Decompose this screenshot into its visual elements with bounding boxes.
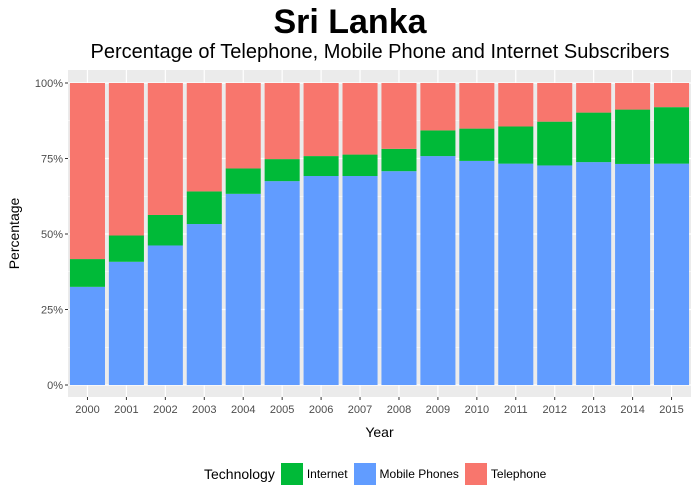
x-tick-label: 2014 [620, 404, 644, 416]
bar-internet-2000 [69, 259, 105, 287]
bar-internet-2003 [186, 191, 222, 225]
bar-mobile-phones-2001 [108, 261, 144, 385]
legend: Technology Internet Mobile Phones Teleph… [204, 461, 552, 487]
x-tick-label: 2011 [504, 404, 528, 416]
bar-mobile-phones-2006 [303, 176, 339, 385]
bar-telephone-2004 [225, 83, 261, 169]
legend-title: Technology [204, 466, 275, 482]
x-tick-label: 2015 [659, 404, 683, 416]
bar-mobile-phones-2014 [615, 163, 651, 385]
x-tick-label: 2010 [465, 404, 489, 416]
bar-telephone-2013 [576, 83, 612, 113]
bar-internet-2007 [342, 154, 378, 177]
x-tick-label: 2004 [231, 404, 255, 416]
legend-item-telephone: Telephone [464, 463, 547, 485]
y-axis-title: Percentage [6, 197, 22, 269]
bar-mobile-phones-2012 [537, 165, 573, 385]
bar-mobile-phones-2011 [498, 163, 534, 385]
bar-telephone-2006 [303, 83, 339, 157]
bar-mobile-phones-2013 [576, 162, 612, 385]
bar-internet-2015 [654, 107, 690, 164]
bar-telephone-2011 [498, 83, 534, 127]
bar-telephone-2002 [147, 83, 183, 215]
bar-telephone-2015 [654, 83, 690, 108]
stacked-bar-chart: 0% 25% 50% 75% 100% 2000 2001 2002 2003 2004 2005 2… [6, 70, 691, 440]
bar-internet-2001 [108, 235, 144, 262]
legend-item-internet: Internet [280, 463, 348, 485]
bar-mobile-phones-2004 [225, 193, 261, 385]
legend-swatch-internet [280, 463, 303, 485]
x-tick-label: 2005 [270, 404, 294, 416]
bar-telephone-2012 [537, 83, 573, 122]
x-tick-label: 2008 [387, 404, 411, 416]
bar-mobile-phones-2003 [186, 224, 222, 385]
legend-label-telephone: Telephone [490, 467, 547, 481]
y-tick-label: 25% [41, 305, 63, 317]
legend-label-internet: Internet [306, 467, 348, 481]
bar-telephone-2001 [108, 83, 144, 236]
legend-swatch-telephone [464, 463, 487, 485]
bar-telephone-2003 [186, 83, 222, 192]
bar-internet-2006 [303, 156, 339, 177]
legend-item-mobile-phones: Mobile Phones [353, 463, 459, 485]
y-tick-label: 50% [41, 229, 63, 241]
chart-subtitle: Percentage of Telephone, Mobile Phone an… [90, 41, 670, 63]
bar-internet-2005 [264, 159, 300, 182]
y-tick-label: 0% [47, 380, 63, 392]
x-tick-label: 2012 [542, 404, 566, 416]
x-tick-label: 2009 [426, 404, 450, 416]
bar-internet-2011 [498, 126, 534, 164]
legend-label-mobile-phones: Mobile Phones [379, 467, 459, 481]
x-tick-label: 2006 [309, 404, 333, 416]
bar-internet-2004 [225, 168, 261, 194]
bar-telephone-2000 [69, 83, 105, 260]
bar-mobile-phones-2000 [69, 286, 105, 385]
bar-telephone-2009 [420, 83, 456, 131]
x-axis-title: Year [365, 424, 394, 440]
y-tick-label: 75% [41, 154, 63, 166]
bar-mobile-phones-2015 [654, 163, 690, 385]
bar-telephone-2008 [381, 83, 417, 149]
bar-mobile-phones-2002 [147, 245, 183, 385]
y-tick-label: 100% [35, 78, 63, 90]
bar-telephone-2010 [459, 83, 495, 129]
bar-telephone-2007 [342, 83, 378, 155]
bar-mobile-phones-2008 [381, 171, 417, 385]
x-tick-label: 2000 [75, 404, 99, 416]
bar-telephone-2014 [615, 83, 651, 110]
bar-internet-2010 [459, 128, 495, 161]
bar-internet-2002 [147, 214, 183, 246]
bar-mobile-phones-2010 [459, 160, 495, 385]
bar-telephone-2005 [264, 83, 300, 160]
bar-mobile-phones-2007 [342, 176, 378, 385]
bar-internet-2009 [420, 130, 456, 157]
x-tick-label: 2007 [348, 404, 372, 416]
legend-swatch-mobile-phones [353, 463, 376, 485]
bar-internet-2012 [537, 121, 573, 166]
bar-internet-2013 [576, 112, 612, 163]
bar-mobile-phones-2005 [264, 181, 300, 385]
x-tick-label: 2013 [581, 404, 605, 416]
bar-internet-2014 [615, 109, 651, 164]
x-tick-label: 2001 [114, 404, 138, 416]
bar-mobile-phones-2009 [420, 156, 456, 385]
x-tick-label: 2003 [192, 404, 216, 416]
chart-title: Sri Lanka [273, 3, 427, 41]
x-tick-label: 2002 [153, 404, 177, 416]
bar-internet-2008 [381, 148, 417, 172]
